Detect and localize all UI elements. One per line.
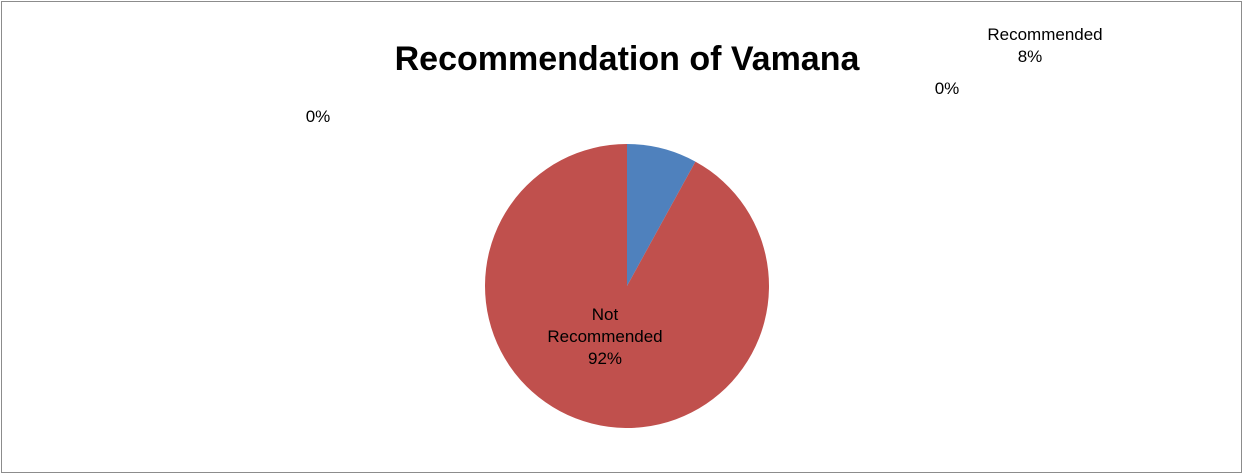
slice-category: Not Recommended: [547, 305, 663, 346]
slice-value: 0%: [305, 107, 331, 126]
slice-value: 92%: [587, 349, 623, 368]
slice-label: Recommended 8%: [945, 24, 1145, 68]
slice-category: Recommended: [987, 25, 1103, 44]
slice-label: 0%: [847, 78, 1047, 100]
slice-value: 8%: [1017, 47, 1043, 66]
slice-label: Not Recommended 92%: [535, 304, 675, 370]
chart-title: Recommendation of Vamana: [394, 40, 860, 78]
pie-slice: [627, 144, 696, 286]
slice-value: 0%: [934, 79, 960, 98]
pie-slice: [484, 144, 769, 428]
slice-label: 0%: [218, 106, 418, 128]
